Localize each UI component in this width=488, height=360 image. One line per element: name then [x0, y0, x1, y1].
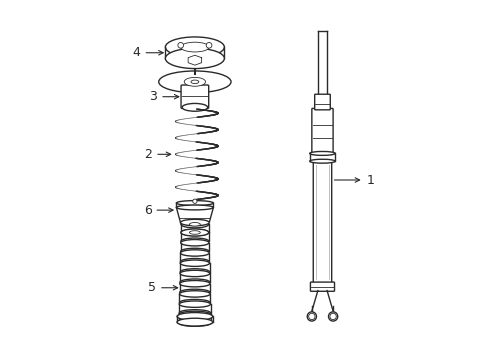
Ellipse shape — [165, 48, 224, 68]
Ellipse shape — [179, 310, 210, 316]
Text: 6: 6 — [143, 204, 173, 217]
Ellipse shape — [181, 248, 208, 255]
Ellipse shape — [177, 318, 212, 326]
Circle shape — [178, 42, 183, 48]
Circle shape — [308, 313, 314, 320]
Ellipse shape — [181, 229, 208, 236]
Ellipse shape — [180, 289, 209, 296]
Text: 4: 4 — [132, 46, 163, 59]
Ellipse shape — [179, 291, 210, 297]
FancyBboxPatch shape — [310, 282, 334, 291]
Ellipse shape — [176, 201, 213, 206]
FancyBboxPatch shape — [313, 161, 331, 283]
Ellipse shape — [176, 205, 213, 210]
Ellipse shape — [180, 219, 209, 226]
Ellipse shape — [179, 301, 210, 307]
Polygon shape — [176, 207, 213, 222]
Ellipse shape — [165, 37, 224, 57]
Circle shape — [329, 313, 336, 320]
Ellipse shape — [181, 238, 208, 244]
Circle shape — [206, 42, 211, 48]
Circle shape — [192, 199, 197, 203]
Ellipse shape — [191, 80, 198, 84]
FancyBboxPatch shape — [311, 108, 332, 154]
Ellipse shape — [189, 222, 200, 226]
Ellipse shape — [180, 279, 209, 285]
FancyBboxPatch shape — [181, 85, 208, 108]
Ellipse shape — [159, 71, 230, 93]
Ellipse shape — [179, 300, 210, 306]
Text: 1: 1 — [334, 174, 373, 186]
Ellipse shape — [184, 77, 205, 86]
Ellipse shape — [181, 229, 208, 236]
Ellipse shape — [181, 42, 209, 52]
Ellipse shape — [180, 269, 209, 275]
Ellipse shape — [328, 312, 337, 321]
Text: 3: 3 — [149, 90, 179, 103]
Ellipse shape — [309, 159, 335, 163]
Ellipse shape — [180, 270, 209, 276]
Text: 2: 2 — [144, 148, 170, 161]
Ellipse shape — [181, 221, 208, 228]
Ellipse shape — [181, 239, 208, 246]
Text: 5: 5 — [148, 281, 177, 294]
Ellipse shape — [180, 258, 209, 265]
Ellipse shape — [182, 103, 207, 111]
Ellipse shape — [189, 231, 200, 234]
Ellipse shape — [179, 320, 210, 326]
Ellipse shape — [177, 312, 212, 320]
Ellipse shape — [179, 311, 210, 318]
Ellipse shape — [180, 260, 209, 266]
Ellipse shape — [309, 152, 335, 156]
Ellipse shape — [180, 280, 209, 287]
FancyBboxPatch shape — [314, 94, 329, 110]
Ellipse shape — [306, 312, 316, 321]
Ellipse shape — [180, 250, 209, 256]
